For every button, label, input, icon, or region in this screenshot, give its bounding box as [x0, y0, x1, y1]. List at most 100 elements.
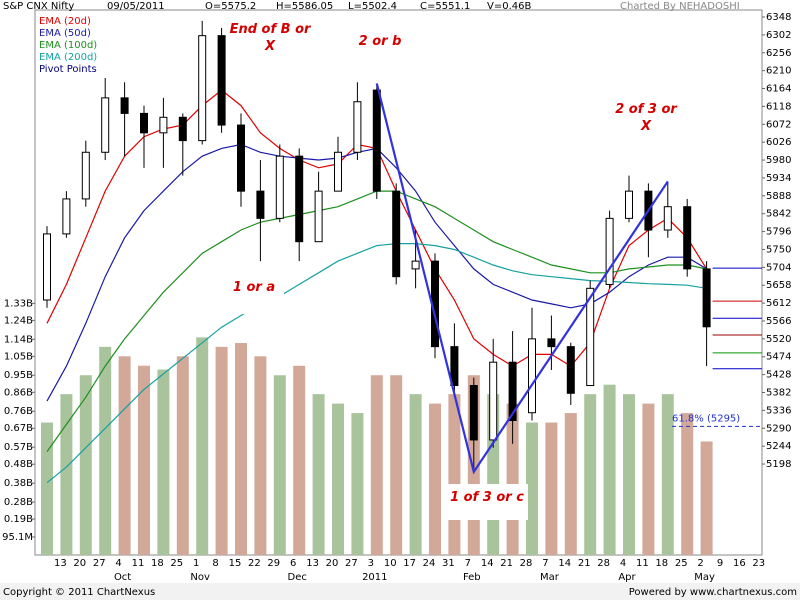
legend-box: [36, 12, 108, 78]
volume-bar: [41, 422, 53, 555]
x-tick-label: 11: [132, 558, 145, 569]
fib-label: 61.8% (5295): [672, 413, 740, 424]
x-tick-label: 18: [655, 558, 668, 569]
volume-bar: [176, 356, 189, 555]
x-tick-label: 21: [578, 558, 591, 569]
volume-bar: [118, 356, 131, 555]
candle-body: [178, 116, 187, 142]
x-tick-label: 9: [717, 558, 723, 569]
candle-body: [120, 97, 129, 114]
candle-body: [140, 112, 148, 134]
volume-bar: [642, 403, 655, 555]
y-tick-label: 5474: [766, 352, 791, 363]
x-tick-label: 6: [290, 558, 296, 569]
footer-band: [0, 583, 800, 600]
candle-body: [508, 361, 517, 421]
candle-body: [489, 361, 498, 441]
volume-bar: [196, 337, 209, 555]
y2-tick-label: 1.14B: [4, 334, 33, 345]
candle-body: [663, 206, 672, 231]
y-tick-label: 5658: [766, 280, 791, 291]
y2-tick-label: 0.57B: [4, 442, 33, 453]
x-tick-label: 10: [384, 558, 397, 569]
x-tick-label: 21: [500, 558, 513, 569]
month-label: Mar: [540, 572, 560, 583]
volume-bar: [293, 365, 306, 555]
month-label: Feb: [463, 572, 481, 583]
legend-entry: Pivot Points: [39, 64, 97, 75]
y-tick-label: 5336: [766, 405, 791, 416]
annotation: 2 or b: [352, 28, 408, 62]
ema-line: [46, 243, 707, 484]
candle-body: [411, 260, 420, 270]
x-tick-label: 7: [542, 558, 548, 569]
y-tick-label: 5290: [766, 423, 791, 434]
y2-tick-label: 0.76B: [4, 406, 33, 417]
y-tick-label: 5704: [766, 262, 791, 273]
annotation: 2 of 3 or X: [610, 96, 682, 140]
y-tick-label: 5566: [766, 316, 791, 327]
y2-tick-label: 95.1M: [2, 532, 33, 543]
candle-body: [702, 268, 711, 328]
candle-body: [314, 190, 323, 243]
x-tick-label: 28: [520, 558, 533, 569]
candle-body: [159, 116, 168, 134]
volume-bar: [623, 394, 635, 555]
header-low: L=5502.4: [348, 1, 397, 12]
y2-tick-label: 0.19B: [4, 514, 33, 525]
candle-body: [547, 338, 556, 348]
header-date: 09/05/2011: [107, 1, 165, 12]
candle-body: [62, 198, 71, 235]
legend-entry: EMA (50d): [39, 28, 91, 39]
candle-body: [43, 233, 51, 301]
y-tick-label: 6348: [766, 12, 791, 23]
y2-tick-label: 0.95B: [4, 370, 33, 381]
candle-body: [683, 206, 692, 270]
month-label: Nov: [190, 572, 210, 583]
candle-body: [275, 155, 284, 219]
month-label: Apr: [618, 572, 636, 583]
footer-copyright: Copyright © 2011 ChartNexus: [3, 587, 155, 598]
y-tick-label: 5244: [766, 441, 791, 452]
volume-bar: [157, 369, 170, 555]
annotation: End of B or X: [226, 16, 314, 60]
candle-body: [528, 338, 536, 414]
candle-body: [295, 155, 304, 243]
y-tick-label: 5980: [766, 155, 791, 166]
x-tick-label: 2: [697, 558, 703, 569]
y-tick-label: 6026: [766, 137, 791, 148]
x-tick-label: 8: [212, 558, 218, 569]
x-tick-label: 20: [326, 558, 339, 569]
candle-body: [334, 151, 342, 192]
y2-tick-label: 1.33B: [4, 298, 33, 309]
candle-body: [372, 89, 381, 192]
header-close: C=5551.1: [420, 1, 470, 12]
volume-bar: [564, 413, 577, 555]
x-tick-label: 22: [248, 558, 261, 569]
x-tick-label: 4: [115, 558, 121, 569]
volume-bar: [584, 394, 597, 555]
x-tick-label: 1: [193, 558, 199, 569]
x-tick-label: 25: [170, 558, 183, 569]
volume-bar: [273, 375, 286, 555]
legend-entry: EMA (20d): [39, 16, 91, 27]
x-tick-label: 27: [345, 558, 358, 569]
volume-bar: [332, 403, 344, 555]
candle-body: [605, 217, 614, 285]
x-tick-label: 15: [229, 558, 242, 569]
y-tick-label: 5520: [766, 334, 791, 345]
candle-body: [469, 385, 478, 441]
header-high: H=5586.05: [276, 1, 333, 12]
y2-tick-label: 0.67B: [4, 423, 33, 434]
volume-bar: [429, 403, 441, 555]
x-tick-label: 23: [752, 558, 765, 569]
candle-body: [198, 35, 207, 142]
volume-bar: [661, 394, 674, 555]
header-credit: Charted By NEHADOSHI: [620, 1, 740, 12]
month-label: 2011: [362, 572, 387, 583]
volume-bar: [700, 441, 713, 555]
x-tick-label: 25: [675, 558, 688, 569]
x-tick-label: 11: [636, 558, 649, 569]
legend-entry: EMA (200d): [39, 52, 97, 63]
